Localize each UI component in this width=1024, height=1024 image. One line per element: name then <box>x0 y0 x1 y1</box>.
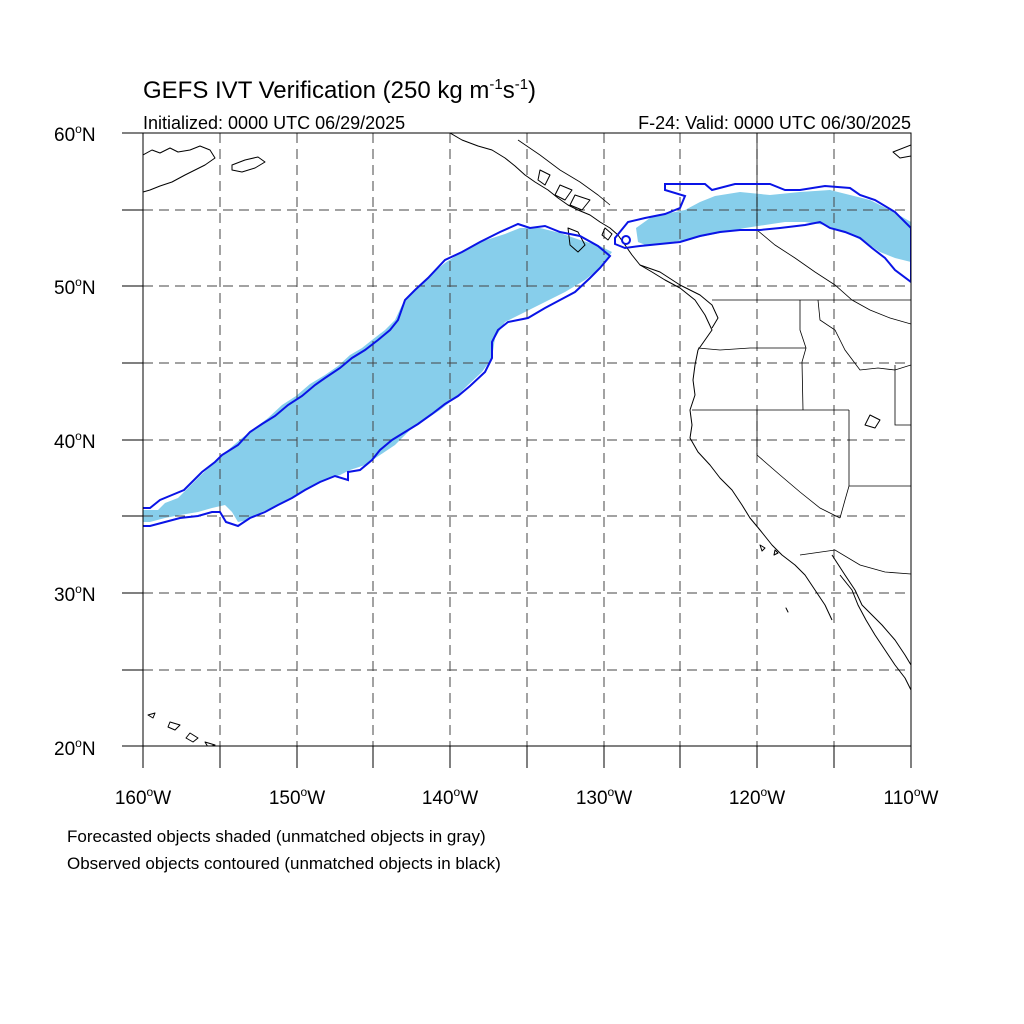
footnote-forecast: Forecasted objects shaded (unmatched obj… <box>67 827 486 846</box>
forecast-object-pacific-ar <box>143 228 612 522</box>
observed-object-canada <box>614 183 911 284</box>
lon-labels: 160oW 150oW 140oW 130oW 120oW 110oW <box>115 785 939 809</box>
coastlines <box>143 133 911 746</box>
borders <box>517 133 911 575</box>
plot-area <box>143 133 911 746</box>
lon-label-120: 120oW <box>729 785 785 809</box>
lat-label-20: 20oN <box>54 736 96 760</box>
lat-labels: 60oN 50oN 40oN 30oN 20oN <box>54 122 96 760</box>
observed-object-pacific-ar <box>143 222 612 528</box>
lon-label-140: 140oW <box>422 785 478 809</box>
lat-label-50: 50oN <box>54 275 96 299</box>
map-title: GEFS IVT Verification (250 kg m-1s-1) <box>143 76 536 104</box>
graticule <box>143 133 911 746</box>
lon-label-160: 160oW <box>115 785 171 809</box>
valid-time: F-24: Valid: 0000 UTC 06/30/2025 <box>638 113 911 133</box>
lon-label-150: 150oW <box>269 785 325 809</box>
initialized-time: Initialized: 0000 UTC 06/29/2025 <box>143 113 405 133</box>
lon-label-110: 110oW <box>884 785 939 809</box>
footnote-observed: Observed objects contoured (unmatched ob… <box>67 854 501 873</box>
lat-label-60: 60oN <box>54 122 96 146</box>
axis-ticks <box>122 132 912 768</box>
lat-label-30: 30oN <box>54 582 96 606</box>
observed-object-small <box>621 235 632 245</box>
lon-label-130: 130oW <box>576 785 632 809</box>
forecast-object-canada <box>636 190 911 262</box>
lat-label-40: 40oN <box>54 429 96 453</box>
